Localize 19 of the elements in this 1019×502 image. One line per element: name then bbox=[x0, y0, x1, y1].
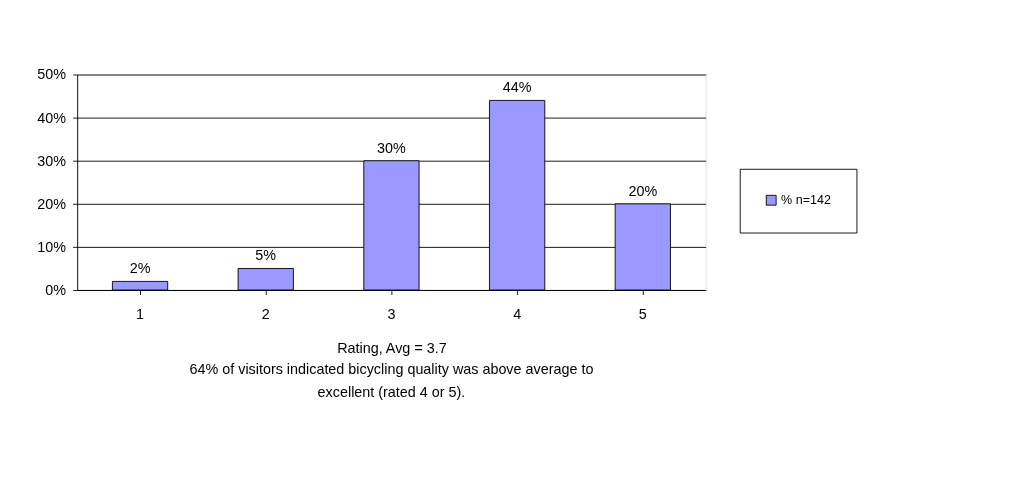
y-tick-label: 30% bbox=[37, 152, 67, 169]
x-axis-title: Rating, Avg = 3.7 bbox=[337, 340, 447, 357]
y-tick-label: 20% bbox=[37, 195, 67, 212]
x-tick-label: 5 bbox=[638, 306, 647, 323]
data-label: 30% bbox=[377, 139, 407, 156]
x-tick-label: 1 bbox=[136, 306, 145, 323]
x-tick-label: 2 bbox=[261, 306, 270, 323]
x-tick-label: 4 bbox=[513, 306, 522, 323]
y-tick-label: 40% bbox=[37, 109, 67, 126]
data-label: 5% bbox=[255, 247, 277, 264]
x-tick-label: 3 bbox=[387, 306, 396, 323]
legend-label: % n=142 bbox=[781, 192, 831, 207]
y-tick-label: 0% bbox=[45, 281, 67, 298]
data-label: 44% bbox=[502, 79, 532, 96]
text: 64% of visitors indicated bicycling quality was above average to excellent (rated 4 or 5). bbox=[189, 361, 594, 400]
data-label: 20% bbox=[628, 182, 658, 199]
y-tick-label: 10% bbox=[37, 238, 67, 255]
data-label: 2% bbox=[129, 260, 151, 277]
y-tick-label: 50% bbox=[37, 66, 67, 83]
